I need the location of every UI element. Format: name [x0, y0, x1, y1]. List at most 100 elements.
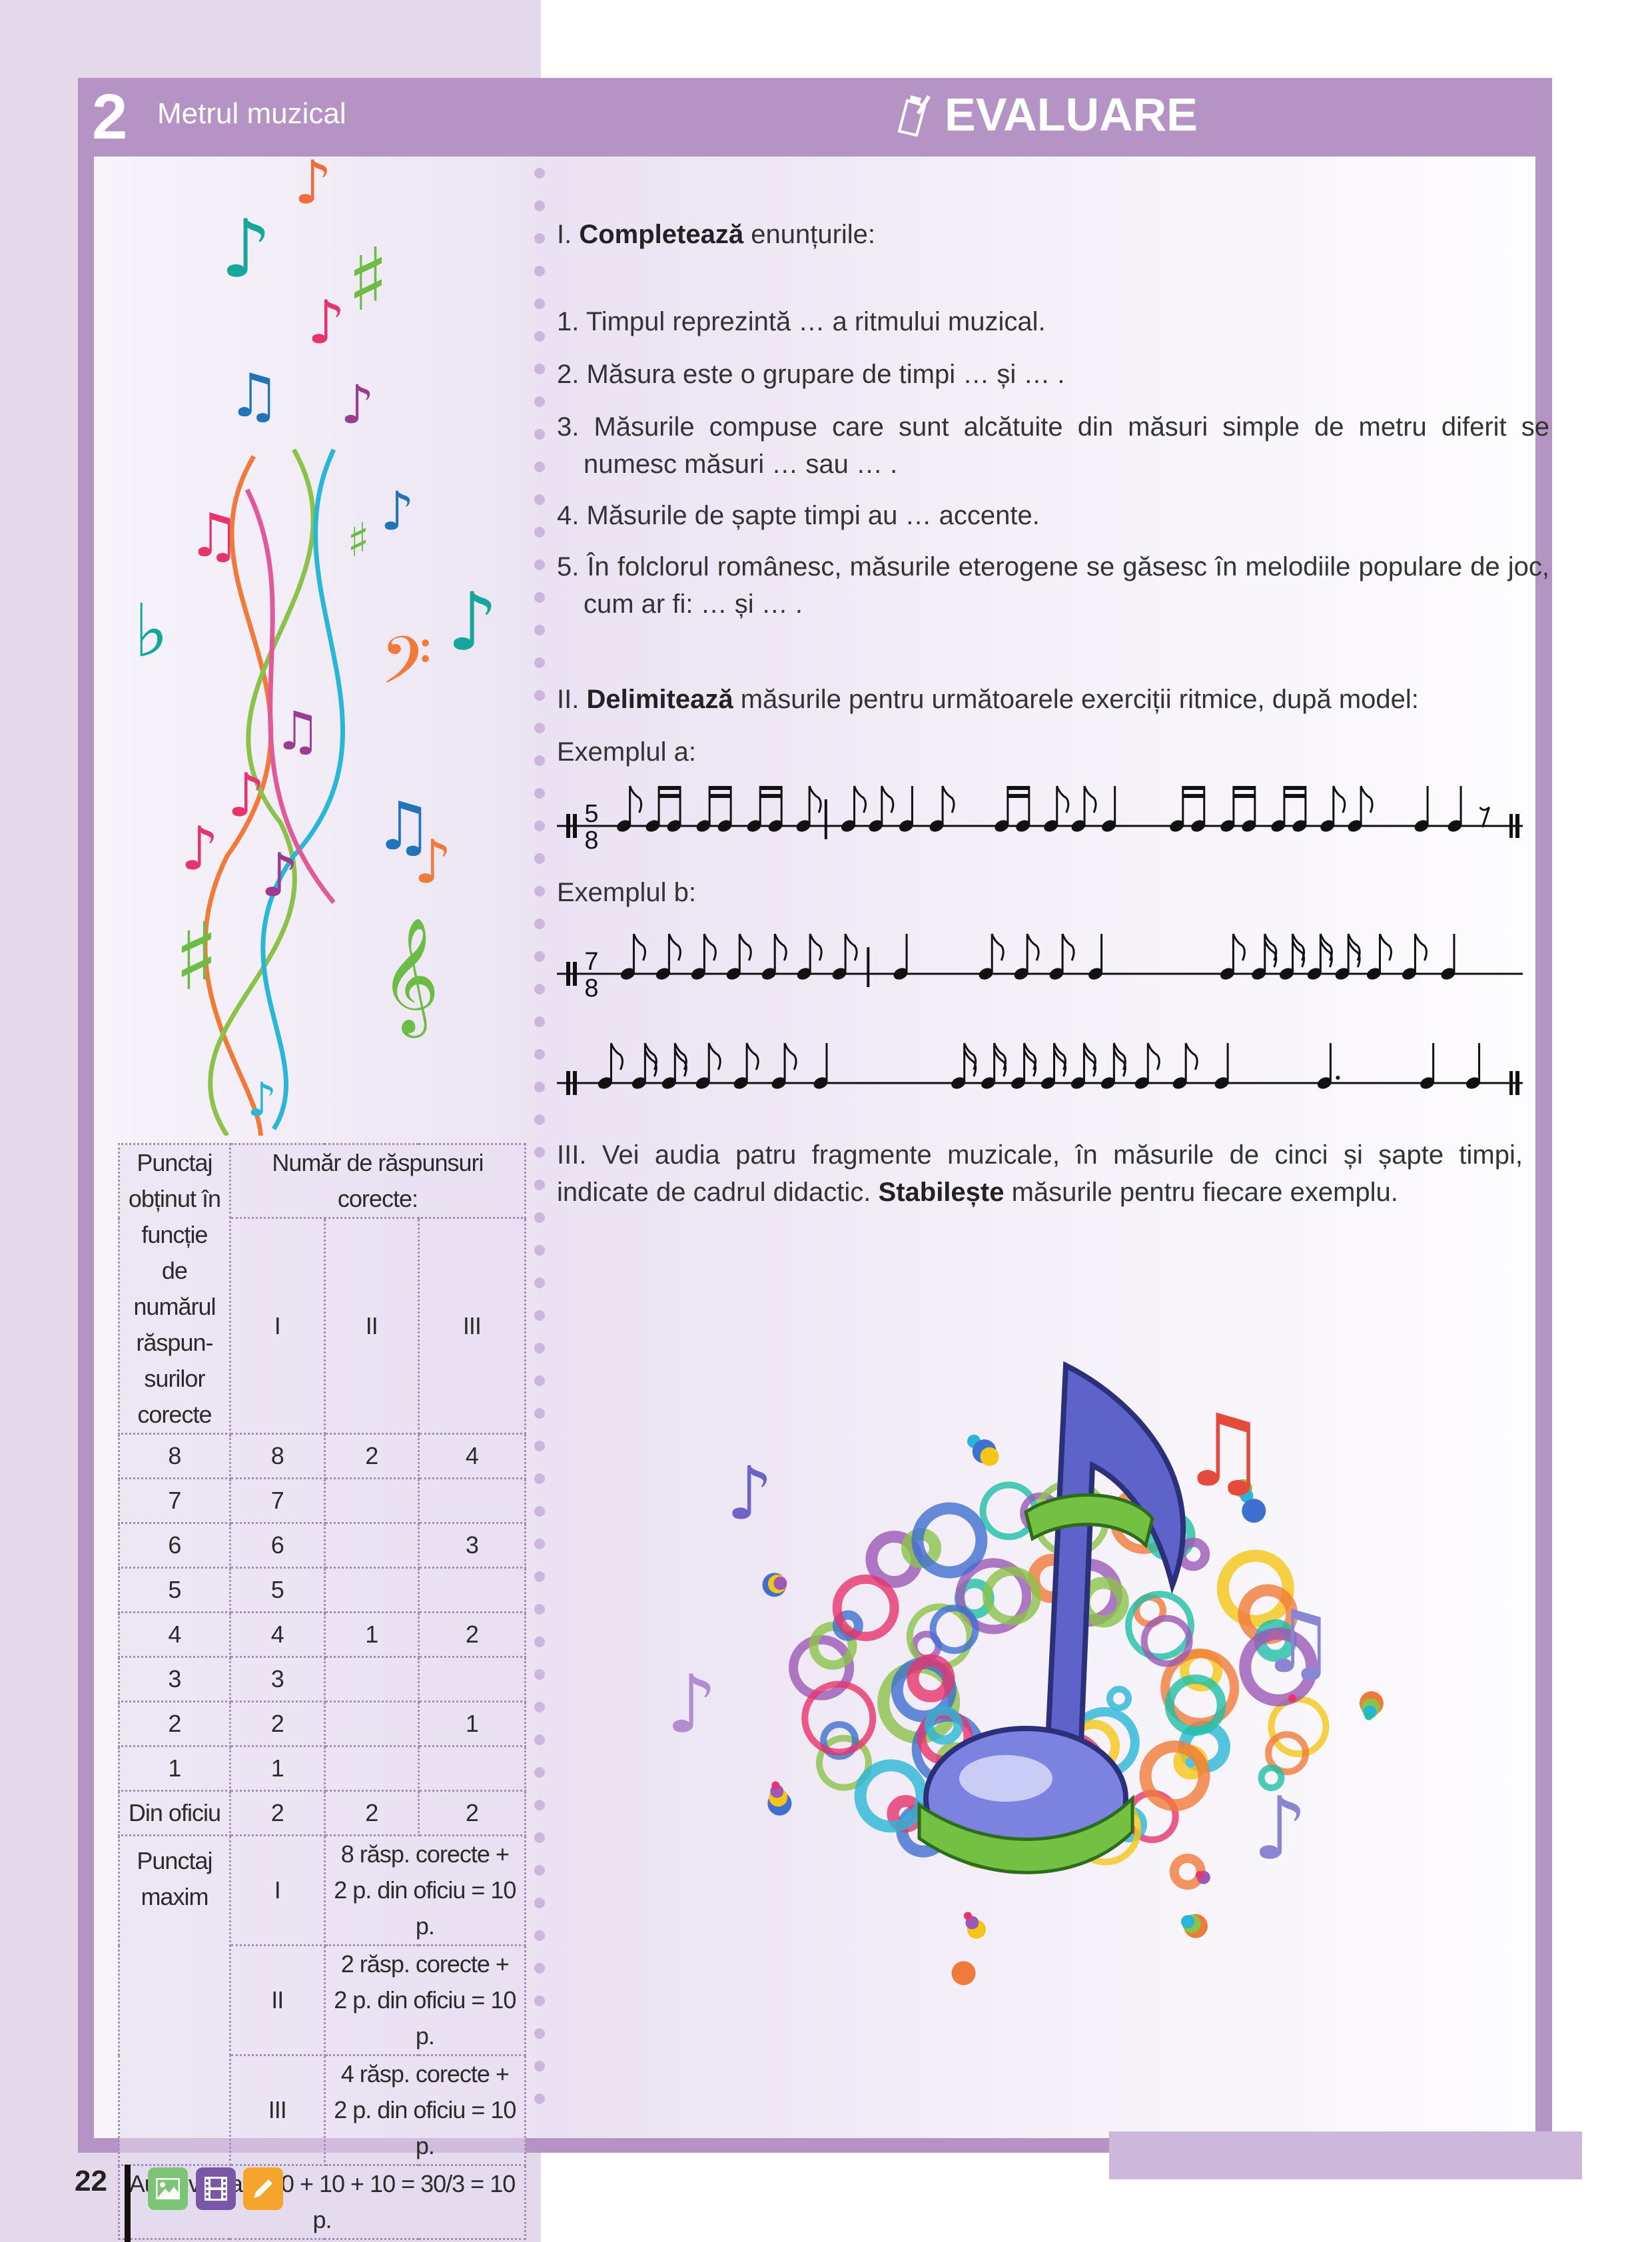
note-head — [1441, 968, 1455, 980]
score-cell: 1 — [417, 1700, 527, 1747]
paint-splash — [951, 1961, 976, 1986]
ribbon — [917, 1794, 1134, 1874]
binding-dot — [534, 657, 545, 668]
note-head — [1049, 968, 1064, 980]
score-cell: 2 — [417, 1611, 527, 1658]
start-bar — [573, 814, 577, 838]
note-head — [1220, 968, 1234, 980]
swirl — [955, 1558, 1032, 1635]
note-head — [1100, 1077, 1115, 1089]
note-flag — [667, 933, 681, 961]
image-button[interactable] — [148, 2167, 188, 2210]
swirl — [1239, 1627, 1318, 1706]
binding-dot — [534, 527, 545, 538]
note-flag — [1319, 933, 1333, 961]
music-note-icon: ♪ — [726, 1451, 773, 1536]
music-note-icon: ♪ — [340, 374, 374, 436]
binding-dot — [534, 1473, 545, 1484]
chapter-number: 2 — [92, 81, 128, 153]
music-note-icon: ♫ — [374, 787, 434, 865]
music-note-icon: ♪ — [227, 761, 265, 831]
note-beam — [1007, 786, 1030, 790]
rhythm-staff-b-continued — [557, 1042, 1523, 1095]
note-head — [1466, 1077, 1481, 1089]
music-notes-illustration: ♪ ♯♪♫ ♪♪♫ ♪♭♪𝄢♪♫♯ 𝄞♪♪♫♪♪♯ — [134, 157, 498, 1136]
binding-dot — [534, 1898, 545, 1908]
exercise-1-heading: I. Completează enunțurile: — [557, 216, 1523, 253]
note-flag — [1082, 1049, 1096, 1077]
binding-dot — [534, 266, 545, 276]
note-head — [981, 1077, 996, 1089]
binding-dot — [534, 821, 545, 831]
swirl — [1169, 1853, 1206, 1890]
video-button[interactable] — [196, 2167, 236, 2210]
note-head — [1402, 968, 1416, 980]
note-head — [1271, 820, 1286, 832]
note-head — [726, 968, 741, 980]
swirl — [1265, 1731, 1310, 1776]
note-head — [1071, 820, 1086, 832]
binding-dot — [534, 1441, 545, 1451]
music-note-icon: ♪ — [220, 203, 272, 296]
column-header: II — [323, 1217, 420, 1435]
note-flag — [1292, 940, 1306, 968]
note-flag — [853, 785, 867, 813]
binding-dot — [534, 1212, 545, 1223]
swirl — [911, 1502, 988, 1579]
time-signature-bottom: 8 — [584, 974, 598, 1002]
note-flag — [1379, 933, 1393, 961]
clipboard-pencil-icon — [897, 95, 931, 137]
music-note-icon: ♫ — [274, 700, 322, 762]
note-head — [661, 1077, 676, 1089]
binding-dot — [534, 560, 545, 570]
binding-dot — [534, 462, 545, 472]
binding-dot — [534, 723, 545, 733]
max-row-value: 8 răsp. corecte + 2 p. din oficiu = 10 p… — [323, 1834, 527, 1946]
example-b-label: Exemplul b: — [557, 878, 696, 907]
exercise-2-prefix: II. — [557, 685, 580, 714]
note-flag — [1414, 933, 1428, 961]
music-note-icon: ♯ — [347, 229, 389, 330]
binding-dot — [534, 1734, 545, 1745]
note-head — [1292, 820, 1307, 832]
paint-splash — [1181, 1915, 1195, 1929]
swirl — [1258, 1764, 1285, 1792]
note-head — [1191, 820, 1206, 832]
note-head — [1088, 968, 1103, 980]
decor-rect — [1109, 2131, 1582, 2179]
note-head — [1016, 820, 1031, 832]
exercise-2-heading: II. Delimitează măsurile pentru următoar… — [557, 681, 1523, 718]
score-cell: 6 — [118, 1522, 231, 1569]
note-head — [1335, 968, 1350, 980]
exercise-3-text2: măsurile pentru fiecare exemplu. — [1011, 1178, 1398, 1207]
swirl — [789, 1635, 855, 1700]
note-flag — [1112, 1042, 1126, 1070]
binding-dot — [534, 1996, 545, 2006]
note-dot — [1336, 1076, 1340, 1080]
note-flag — [1347, 940, 1361, 968]
note-flag — [1332, 785, 1346, 813]
note-flag — [881, 785, 895, 813]
exercise-3-prefix: III. — [557, 1140, 587, 1170]
ribbon-curve — [203, 455, 274, 1136]
binding-dot — [534, 1506, 545, 1517]
edit-button[interactable] — [243, 2167, 283, 2210]
start-bar — [573, 962, 577, 986]
note-flag — [629, 785, 643, 813]
music-note-icon: ♪ — [1252, 1778, 1308, 1879]
note-head — [1420, 1077, 1435, 1089]
start-bar — [566, 1071, 570, 1095]
note-head — [645, 820, 660, 832]
paint-splash — [963, 1912, 972, 1920]
note-head — [598, 1077, 612, 1089]
note-head — [1414, 820, 1429, 832]
swirl — [1164, 1674, 1226, 1736]
exercise-2-verb: Delimitează — [586, 685, 733, 714]
example-a-label: Exemplul a: — [557, 737, 696, 767]
binding-dot — [534, 853, 545, 864]
note-head — [695, 1077, 710, 1089]
note-head — [929, 820, 944, 832]
end-bar — [1509, 1071, 1513, 1095]
